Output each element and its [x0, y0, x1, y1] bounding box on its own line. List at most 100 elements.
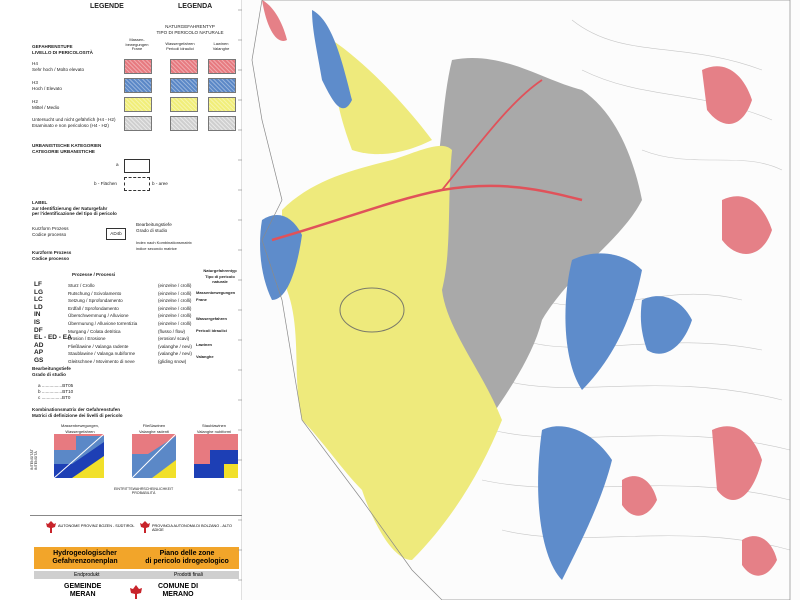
grey-builtup-area: [432, 57, 642, 431]
municipality-it: COMUNE DI MERANO: [158, 583, 199, 598]
process-code: DF: [34, 326, 43, 334]
swatch-h2-water: [170, 97, 198, 112]
blue-hazard-west: [260, 215, 302, 300]
process-category: Frane: [196, 297, 207, 302]
matrix-1: [53, 433, 105, 479]
level-label-h2: Mittel / Medio: [32, 105, 60, 110]
swatch-h3-landslide: [124, 78, 152, 93]
level-label-h4: Sehr hoch / Molto elevato: [32, 67, 85, 72]
matrix-3: [194, 434, 238, 478]
column-landslide: Massen- bewegungen Frane: [125, 37, 149, 52]
matrix-graphics: [53, 433, 238, 479]
matrix-title-2: Fließlawinen Valanghe radenti: [139, 423, 169, 434]
level-code-h2: H2: [32, 99, 38, 104]
urban-box-a: [124, 159, 150, 173]
blue-hazard-hill: [640, 296, 692, 354]
red-hazard-5: [742, 536, 777, 576]
swatch-h4-avalanche: [208, 59, 236, 74]
tyrol-eagle-icon: [46, 521, 56, 533]
legend-panel: LEGENDE LEGENDA NATURGEFAHRENTYP TIPO DI…: [28, 0, 243, 600]
process-code: IS: [34, 319, 41, 326]
product-de: Endprodukt: [74, 572, 100, 578]
process-description-de: Sturz / Crollo: [68, 283, 95, 288]
matrix-title-3: Staublawinen Valanghe nubiformi: [196, 423, 232, 434]
matrix-side-label: INTENSITÄT INTENSITÀ: [30, 449, 39, 470]
process-category: Wassergefahren: [196, 316, 227, 321]
process-code: IN: [34, 311, 41, 319]
label-right-depth: Bearbeitungstiefe Grado di studio: [136, 222, 172, 233]
process-code: LG: [34, 288, 44, 296]
process-description-it: (einzelne / crolli): [158, 290, 192, 296]
matrix-2: [131, 433, 177, 479]
process-description-de: Übermurung / Alluvione torrentizia: [68, 321, 138, 326]
hazard-map[interactable]: [242, 0, 800, 600]
urban-b-it: b - aree: [152, 181, 168, 186]
swatch-examined-avalanche: [208, 116, 236, 131]
product-it: Prodotti finali: [174, 572, 203, 578]
swatch-examined-landslide: [124, 116, 152, 131]
matrix-bottom-label: EINTRITTSWAHRSCHEINLICHKEIT PROBABILITÀ: [114, 487, 174, 496]
swatch-examined-water: [170, 116, 198, 131]
legend-title-it: LEGENDA: [178, 3, 213, 10]
column-water: Wassergefahren Pericoli idraulici: [165, 41, 195, 51]
yellow-hazard-area: [282, 145, 502, 561]
label-left-text: Kurzform Prozess Codice processo: [32, 226, 69, 237]
study-area-outline: [251, 0, 791, 600]
process-description-de: Fließlawine / Valanga radente: [68, 343, 129, 349]
red-hazard-2: [722, 196, 772, 254]
process-description-it: (gliding snow): [158, 359, 187, 364]
process-description-it: (erosion/ scavi): [158, 336, 190, 342]
process-description-de: Überschwemmung / Alluvione: [68, 313, 129, 319]
divider: [30, 515, 242, 516]
product-band: Endprodukt Prodotti finali: [34, 571, 239, 579]
road-north: [441, 79, 543, 191]
process-description-de: Staublawine / Valanga nubiforme: [68, 351, 136, 357]
blue-hazard-east: [565, 253, 642, 390]
process-description-it: (einzelne / crolli): [158, 305, 192, 311]
process-category: Lawinen: [196, 342, 213, 347]
level-label-h3: Hoch / Elevato: [32, 86, 62, 91]
process-description-de: Gleitschnee / Movimento di neve: [68, 359, 135, 364]
level-code-h4: H4: [32, 61, 38, 66]
red-hazard-1: [702, 66, 752, 124]
depth-a: a ................BT05: [38, 383, 74, 388]
plan-title-band: Hydrogeologischer Gefahrenzonenplan Pian…: [34, 547, 239, 569]
urban-b-de: b - Flächen: [94, 181, 117, 186]
level-code-h3: H3: [32, 80, 38, 85]
process-col-header: Prozesse / Processi: [72, 272, 116, 277]
process-description-it: (einzelne / crolli): [158, 321, 192, 326]
column-avalanche: Lawinen Valanghe: [212, 41, 230, 51]
swatch-h3-avalanche: [208, 78, 236, 93]
label-example: AD4b: [106, 228, 126, 240]
racecourse: [339, 287, 405, 333]
process-code: EL - ED - EA: [34, 334, 72, 342]
label-right-index: Index nach Kombinationsmatrix indice sec…: [136, 240, 192, 251]
process-description-it: (einzelne / crolli): [158, 298, 192, 304]
process-header: Kurzform Prozess Codice processo: [32, 250, 72, 261]
red-hazard-6: [262, 0, 287, 41]
process-code: AD: [34, 341, 44, 349]
process-description-it: (valanghe / nevi): [158, 343, 192, 349]
plan-title-it: Piano delle zone di pericolo idrogeologi…: [145, 550, 229, 565]
label-header: LABEL zur Identifizierung der Naturgefah…: [32, 200, 117, 217]
process-type-header: Naturgefahrentyp Tipo di pericolo natura…: [203, 268, 237, 285]
process-description-it: (valanghe / nevi): [158, 351, 192, 357]
main-road: [271, 184, 583, 242]
swatch-h4-water: [170, 59, 198, 74]
swatch-h2-avalanche: [208, 97, 236, 112]
swatch-h4-landslide: [124, 59, 152, 74]
process-description-de: Rutschung / Scivolamento: [68, 290, 122, 296]
hazard-level-header: GEFAHRENSTUFE LIVELLO DI PERICOLOSITÀ: [32, 44, 93, 55]
process-category: Pericoli idraulici: [196, 328, 227, 333]
blue-hazard-south: [538, 426, 612, 580]
province-eagle-icon: [140, 521, 150, 533]
process-category: Valanghe: [196, 354, 214, 359]
process-code: AP: [34, 349, 44, 357]
process-code: LD: [34, 303, 43, 311]
title-block: AUTONOME PROVINZ BOZEN - SÜDTIROL PROVIN…: [30, 515, 242, 600]
blue-hazard-north: [312, 10, 352, 109]
province-de: AUTONOME PROVINZ BOZEN - SÜDTIROL: [58, 524, 135, 528]
swatch-h3-water: [170, 78, 198, 93]
process-code: LF: [34, 281, 42, 288]
process-description-it: (einzelne / crolli): [158, 283, 192, 288]
